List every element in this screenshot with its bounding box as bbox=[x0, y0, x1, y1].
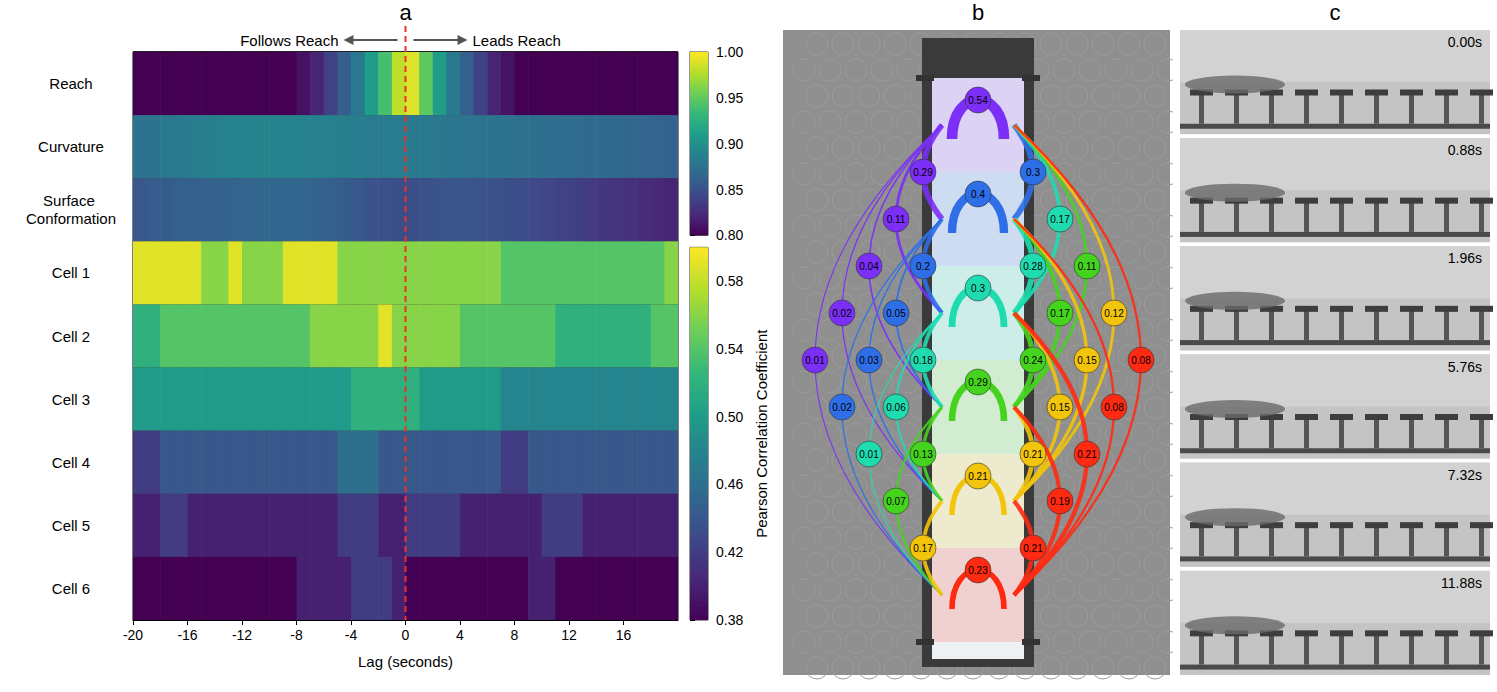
svg-text:0.95: 0.95 bbox=[716, 90, 743, 106]
svg-text:Cell 1: Cell 1 bbox=[52, 264, 90, 281]
svg-text:0.15: 0.15 bbox=[1077, 355, 1097, 366]
svg-text:0.05: 0.05 bbox=[886, 308, 906, 319]
svg-text:0.06: 0.06 bbox=[886, 402, 906, 413]
svg-text:0.15: 0.15 bbox=[1050, 402, 1070, 413]
svg-text:0.23: 0.23 bbox=[968, 565, 988, 576]
svg-text:7.32s: 7.32s bbox=[1448, 467, 1482, 483]
svg-text:0.02: 0.02 bbox=[832, 308, 852, 319]
svg-text:0.08: 0.08 bbox=[1131, 355, 1151, 366]
svg-text:0.88s: 0.88s bbox=[1448, 142, 1482, 158]
svg-text:1.00: 1.00 bbox=[716, 44, 743, 60]
svg-text:-8: -8 bbox=[290, 627, 303, 643]
svg-text:0.54: 0.54 bbox=[968, 95, 988, 106]
svg-text:0.24: 0.24 bbox=[1023, 355, 1043, 366]
svg-text:4: 4 bbox=[456, 627, 464, 643]
svg-text:0.01: 0.01 bbox=[805, 355, 825, 366]
svg-text:0.3: 0.3 bbox=[1026, 167, 1040, 178]
svg-text:Follows Reach: Follows Reach bbox=[240, 32, 338, 49]
svg-text:Cell 3: Cell 3 bbox=[52, 391, 90, 408]
svg-text:Cell 6: Cell 6 bbox=[52, 580, 90, 597]
svg-text:0.00s: 0.00s bbox=[1448, 34, 1482, 50]
svg-text:Cell 5: Cell 5 bbox=[52, 517, 90, 534]
svg-text:0.21: 0.21 bbox=[968, 471, 988, 482]
svg-text:0.58: 0.58 bbox=[716, 273, 743, 289]
svg-text:5.76s: 5.76s bbox=[1448, 359, 1482, 375]
svg-text:0.11: 0.11 bbox=[1078, 261, 1097, 272]
svg-text:0.50: 0.50 bbox=[716, 409, 743, 425]
svg-text:Curvature: Curvature bbox=[38, 138, 104, 155]
svg-text:0.03: 0.03 bbox=[859, 355, 879, 366]
svg-text:0.01: 0.01 bbox=[859, 449, 879, 460]
svg-text:0.80: 0.80 bbox=[716, 227, 743, 243]
svg-text:0.17: 0.17 bbox=[1050, 308, 1070, 319]
svg-text:0.07: 0.07 bbox=[886, 496, 906, 507]
svg-text:0.29: 0.29 bbox=[913, 167, 933, 178]
svg-text:12: 12 bbox=[561, 627, 577, 643]
svg-text:Reach: Reach bbox=[49, 75, 92, 92]
svg-text:0.13: 0.13 bbox=[913, 449, 933, 460]
svg-text:1.96s: 1.96s bbox=[1448, 250, 1482, 266]
svg-text:0.28: 0.28 bbox=[1023, 261, 1043, 272]
svg-text:0.21: 0.21 bbox=[1023, 543, 1043, 554]
svg-text:11.88s: 11.88s bbox=[1441, 575, 1482, 591]
svg-text:0.29: 0.29 bbox=[968, 377, 988, 388]
svg-text:0.02: 0.02 bbox=[832, 402, 852, 413]
svg-text:0.90: 0.90 bbox=[716, 136, 743, 152]
svg-text:0.12: 0.12 bbox=[1104, 308, 1124, 319]
svg-text:8: 8 bbox=[511, 627, 519, 643]
svg-text:Cell 4: Cell 4 bbox=[52, 454, 90, 471]
svg-text:0.2: 0.2 bbox=[916, 261, 930, 272]
svg-text:0.04: 0.04 bbox=[859, 261, 879, 272]
svg-text:0.08: 0.08 bbox=[1104, 402, 1124, 413]
svg-text:c: c bbox=[1330, 0, 1341, 25]
svg-text:0.21: 0.21 bbox=[1023, 449, 1043, 460]
svg-text:-20: -20 bbox=[123, 627, 143, 643]
svg-text:0.18: 0.18 bbox=[913, 355, 933, 366]
svg-text:0.38: 0.38 bbox=[716, 612, 743, 628]
svg-text:Lag (seconds): Lag (seconds) bbox=[358, 653, 453, 670]
svg-text:0.19: 0.19 bbox=[1050, 496, 1070, 507]
svg-text:0.46: 0.46 bbox=[716, 476, 743, 492]
svg-text:-16: -16 bbox=[177, 627, 197, 643]
svg-text:0.85: 0.85 bbox=[716, 182, 743, 198]
svg-text:0.4: 0.4 bbox=[971, 189, 985, 200]
svg-text:0.3: 0.3 bbox=[971, 283, 985, 294]
svg-text:0.54: 0.54 bbox=[716, 341, 743, 357]
svg-text:-12: -12 bbox=[232, 627, 252, 643]
svg-text:Pearson Correlation Coefficien: Pearson Correlation Coefficient bbox=[753, 329, 770, 538]
svg-text:16: 16 bbox=[616, 627, 632, 643]
svg-text:Surface: Surface bbox=[43, 192, 99, 209]
svg-text:0.17: 0.17 bbox=[1050, 214, 1070, 225]
svg-text:0.17: 0.17 bbox=[913, 543, 933, 554]
svg-text:Conformation: Conformation bbox=[26, 210, 116, 227]
svg-text:a: a bbox=[399, 0, 412, 25]
svg-text:0.11: 0.11 bbox=[887, 214, 906, 225]
svg-text:b: b bbox=[972, 0, 984, 25]
svg-text:-4: -4 bbox=[345, 627, 358, 643]
svg-text:0.21: 0.21 bbox=[1077, 449, 1097, 460]
svg-text:0.42: 0.42 bbox=[716, 544, 743, 560]
svg-text:0: 0 bbox=[402, 627, 410, 643]
svg-text:Leads Reach: Leads Reach bbox=[473, 32, 561, 49]
svg-text:Cell 2: Cell 2 bbox=[52, 328, 90, 345]
